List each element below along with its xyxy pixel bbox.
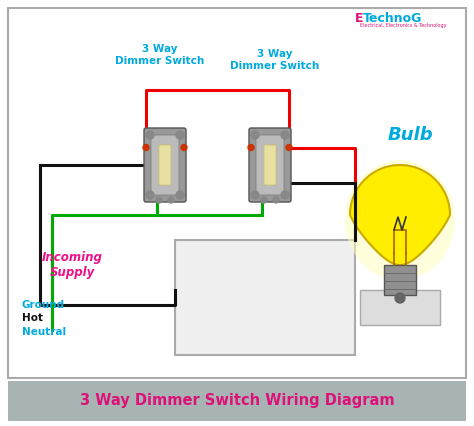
Circle shape	[146, 131, 154, 139]
Circle shape	[176, 191, 184, 199]
Text: E: E	[355, 12, 364, 25]
Circle shape	[395, 293, 405, 303]
Circle shape	[251, 191, 259, 199]
Text: 3 Way
Dimmer Switch: 3 Way Dimmer Switch	[230, 49, 319, 71]
Polygon shape	[350, 165, 450, 265]
Text: 3 Way
Dimmer Switch: 3 Way Dimmer Switch	[115, 44, 205, 66]
Circle shape	[261, 197, 267, 203]
Bar	[360, 290, 440, 325]
Circle shape	[146, 191, 154, 199]
Text: Ground: Ground	[22, 300, 65, 310]
Circle shape	[286, 144, 292, 150]
FancyBboxPatch shape	[264, 145, 276, 185]
Ellipse shape	[345, 160, 455, 280]
Text: Incoming
Supply: Incoming Supply	[42, 251, 102, 279]
Circle shape	[176, 131, 184, 139]
Circle shape	[168, 197, 174, 203]
Bar	[175, 240, 355, 355]
Text: Electrical, Electronics & Technology: Electrical, Electronics & Technology	[360, 23, 447, 29]
Circle shape	[156, 197, 162, 203]
Circle shape	[281, 191, 289, 199]
Circle shape	[143, 144, 149, 150]
Text: Bulb: Bulb	[387, 126, 433, 144]
FancyBboxPatch shape	[144, 128, 186, 202]
Text: 3 Way Dimmer Switch Wiring Diagram: 3 Way Dimmer Switch Wiring Diagram	[80, 394, 394, 409]
Circle shape	[273, 197, 279, 203]
Circle shape	[248, 144, 254, 150]
FancyBboxPatch shape	[151, 135, 179, 195]
Circle shape	[181, 144, 187, 150]
Bar	[8, 8, 466, 378]
Circle shape	[251, 131, 259, 139]
Circle shape	[281, 131, 289, 139]
Text: Hot: Hot	[22, 313, 43, 323]
Text: Neutral: Neutral	[22, 327, 66, 337]
Bar	[384, 265, 416, 295]
FancyBboxPatch shape	[249, 128, 291, 202]
FancyBboxPatch shape	[256, 135, 284, 195]
FancyBboxPatch shape	[159, 145, 171, 185]
Bar	[8, 381, 466, 421]
Text: TechnoG: TechnoG	[363, 12, 422, 25]
